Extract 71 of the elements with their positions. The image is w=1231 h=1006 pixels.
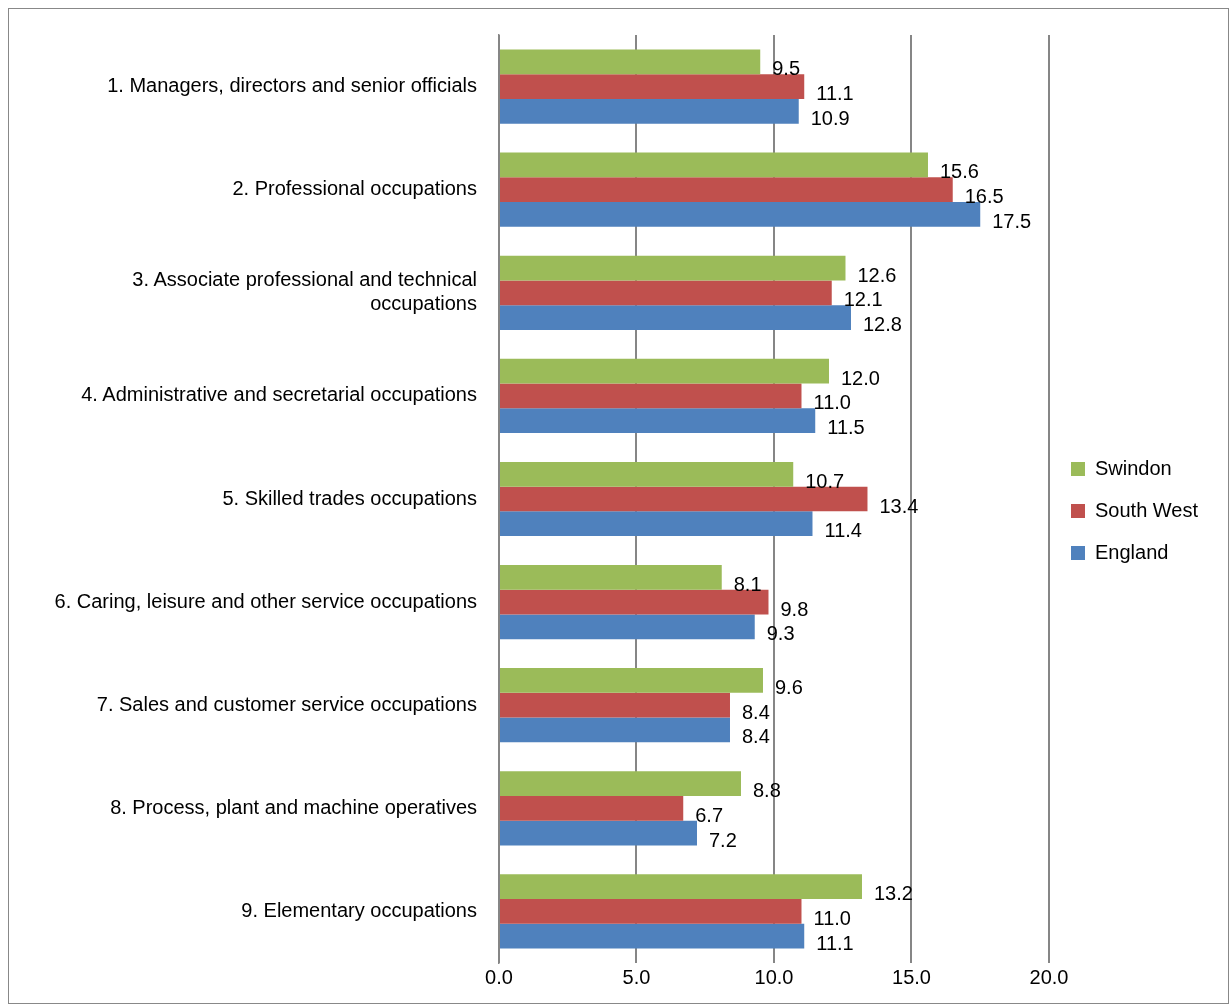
bar	[500, 486, 868, 512]
y-tick-label: 5. Skilled trades occupations	[222, 486, 477, 509]
data-label: 9.5	[772, 57, 801, 80]
data-label: 11.4	[824, 519, 862, 542]
bar	[500, 152, 928, 178]
data-label: 13.2	[873, 882, 913, 905]
data-label: 9.3	[766, 622, 795, 645]
bar	[500, 564, 722, 590]
y-tick-label: 1. Managers, directors and senior officials	[107, 74, 477, 97]
data-label: 9.6	[774, 675, 803, 698]
bar	[500, 511, 813, 537]
x-tick-label: 0.0	[485, 965, 513, 988]
bar	[500, 177, 953, 203]
bar	[500, 771, 741, 796]
y-tick-label: 3. Associate professional and technical occupations	[132, 268, 477, 315]
y-tick-label: 8. Process, plant and machine operatives	[110, 795, 477, 818]
bar	[500, 305, 851, 330]
x-tick-label: 5.0	[622, 965, 651, 988]
y-tick-label: 9. Elementary occupations	[241, 898, 477, 921]
data-label: 8.1	[733, 572, 762, 595]
bar	[500, 692, 730, 718]
data-label: 11.1	[816, 82, 854, 105]
bar	[500, 614, 755, 640]
bar	[500, 255, 846, 281]
bar	[500, 358, 829, 384]
y-tick-label: 4. Administrative and secretarial occupations	[81, 383, 477, 406]
legend-label: Swindon	[1094, 456, 1172, 479]
data-label: 13.4	[879, 494, 919, 517]
data-label: 17.5	[992, 209, 1032, 232]
bar	[500, 820, 697, 846]
data-label: 8.4	[741, 725, 770, 748]
bar	[500, 668, 763, 693]
bar	[500, 202, 981, 227]
data-label: 11.1	[816, 931, 854, 954]
bar	[500, 98, 799, 124]
bar	[500, 923, 805, 949]
bar	[500, 383, 802, 409]
data-label: 11.5	[827, 416, 865, 439]
y-tick-label: 7. Sales and customer service occupations	[96, 692, 477, 715]
bar	[500, 74, 805, 99]
bar	[500, 717, 730, 743]
y-tick-label: 2. Professional occupations	[232, 177, 477, 200]
data-label: 10.9	[810, 106, 850, 129]
bar	[500, 408, 816, 434]
x-tick-label: 20.0	[1029, 965, 1069, 988]
data-label: 16.5	[964, 185, 1004, 208]
bar	[500, 899, 802, 924]
data-label: 7.2	[708, 828, 737, 851]
x-tick-label: 15.0	[892, 965, 931, 988]
data-label: 15.6	[939, 160, 979, 183]
bar	[500, 461, 794, 487]
legend-label: England	[1094, 540, 1169, 563]
data-label: 12.8	[862, 313, 902, 336]
bar	[500, 874, 862, 900]
data-label: 11.0	[813, 906, 851, 929]
data-label: 12.6	[857, 263, 897, 286]
data-label: 12.0	[840, 366, 880, 389]
data-label: 8.4	[741, 700, 770, 723]
data-label: 12.1	[843, 288, 883, 311]
y-tick-label: 6. Caring, leisure and other service occupations	[54, 589, 477, 612]
legend-label: South West	[1094, 498, 1199, 521]
data-label: 11.0	[813, 391, 851, 414]
data-label: 6.7	[695, 803, 724, 826]
bar	[500, 795, 684, 821]
data-label: 9.8	[780, 597, 809, 620]
bar	[500, 589, 769, 615]
bar	[500, 280, 832, 306]
data-label: 8.8	[752, 779, 781, 802]
x-tick-label: 10.0	[754, 965, 794, 988]
bar	[500, 49, 761, 75]
data-label: 10.7	[805, 469, 845, 492]
